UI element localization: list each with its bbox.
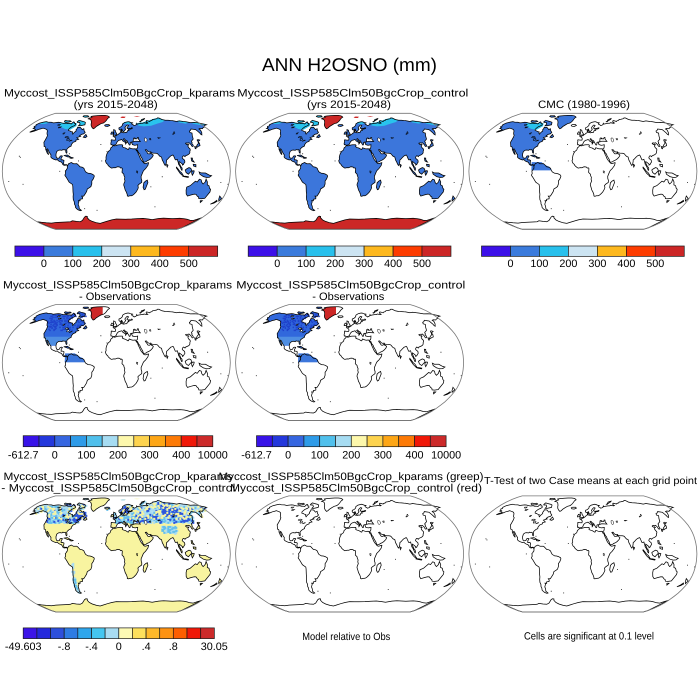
svg-text:200: 200 [342,450,360,462]
svg-text:0: 0 [116,641,122,653]
svg-text:400: 400 [405,450,423,462]
svg-text:300: 300 [355,258,373,270]
svg-text:200: 200 [109,450,127,462]
svg-text:400: 400 [172,450,190,462]
svg-text:0: 0 [507,258,513,270]
svg-text:Model relative to Obs: Model relative to Obs [302,631,390,643]
svg-text:300: 300 [122,258,140,270]
svg-text:Myccost_ISSP585Clm50BgcCrop_kp: Myccost_ISSP585Clm50BgcCrop_kparams [4,88,236,100]
svg-text:200: 200 [559,258,577,270]
svg-text:ANN H2OSNO (mm): ANN H2OSNO (mm) [262,54,437,75]
svg-text:(yrs 2015-2048): (yrs 2015-2048) [74,99,158,111]
svg-text:(yrs 2015-2048): (yrs 2015-2048) [307,99,391,111]
svg-text:Myccost_ISSP585Clm50BgcCrop_co: Myccost_ISSP585Clm50BgcCrop_control (red… [230,482,482,494]
svg-text:100: 100 [297,258,315,270]
svg-text:- Observations: - Observations [79,291,152,303]
svg-text:500: 500 [646,258,664,270]
svg-text:300: 300 [588,258,606,270]
svg-text:Myccost_ISSP585Clm50BgcCrop_kp: Myccost_ISSP585Clm50BgcCrop_kparams [3,279,233,291]
svg-text:-612.7: -612.7 [8,450,39,462]
svg-text:400: 400 [151,258,169,270]
svg-text:-.8: -.8 [58,641,71,653]
svg-text:200: 200 [93,258,111,270]
svg-text:Myccost_ISSP585Clm50BgcCrop_kp: Myccost_ISSP585Clm50BgcCrop_kparams (gre… [219,471,484,483]
svg-text:0: 0 [285,450,291,462]
svg-text:400: 400 [617,258,635,270]
svg-text:300: 300 [141,450,159,462]
svg-text:100: 100 [64,258,82,270]
svg-text:Myccost_ISSP585Clm50BgcCrop_co: Myccost_ISSP585Clm50BgcCrop_control [236,279,465,291]
svg-text:-612.7: -612.7 [241,450,272,462]
svg-text:100: 100 [77,450,95,462]
svg-text:- Myccost_ISSP585Clm50BgcCrop_: - Myccost_ISSP585Clm50BgcCrop_control [1,482,235,494]
svg-text:100: 100 [311,450,329,462]
svg-text:10000: 10000 [198,450,228,462]
svg-text:30.05: 30.05 [201,641,228,653]
svg-text:300: 300 [374,450,392,462]
svg-text:CMC (1980-1996): CMC (1980-1996) [538,99,630,111]
svg-text:0: 0 [274,258,280,270]
svg-text:Cells are significant at 0.1 l: Cells are significant at 0.1 level [524,631,654,643]
svg-text:0: 0 [52,450,58,462]
svg-text:10000: 10000 [431,450,461,462]
svg-text:Myccost_ISSP585Clm50BgcCrop_kp: Myccost_ISSP585Clm50BgcCrop_kparams [4,471,234,483]
svg-text:-.4: -.4 [85,641,98,653]
svg-text:.4: .4 [142,641,151,653]
svg-text:-49.603: -49.603 [5,641,42,653]
svg-text:0: 0 [41,258,47,270]
svg-text:500: 500 [180,258,198,270]
svg-text:T-Test of two Case means at ea: T-Test of two Case means at each grid po… [484,476,697,487]
svg-text:.8: .8 [169,641,178,653]
svg-text:500: 500 [413,258,431,270]
svg-text:Myccost_ISSP585Clm50BgcCrop_co: Myccost_ISSP585Clm50BgcCrop_control [237,88,468,100]
svg-text:400: 400 [384,258,402,270]
svg-text:100: 100 [530,258,548,270]
svg-text:- Observations: - Observations [312,291,385,303]
svg-text:200: 200 [326,258,344,270]
